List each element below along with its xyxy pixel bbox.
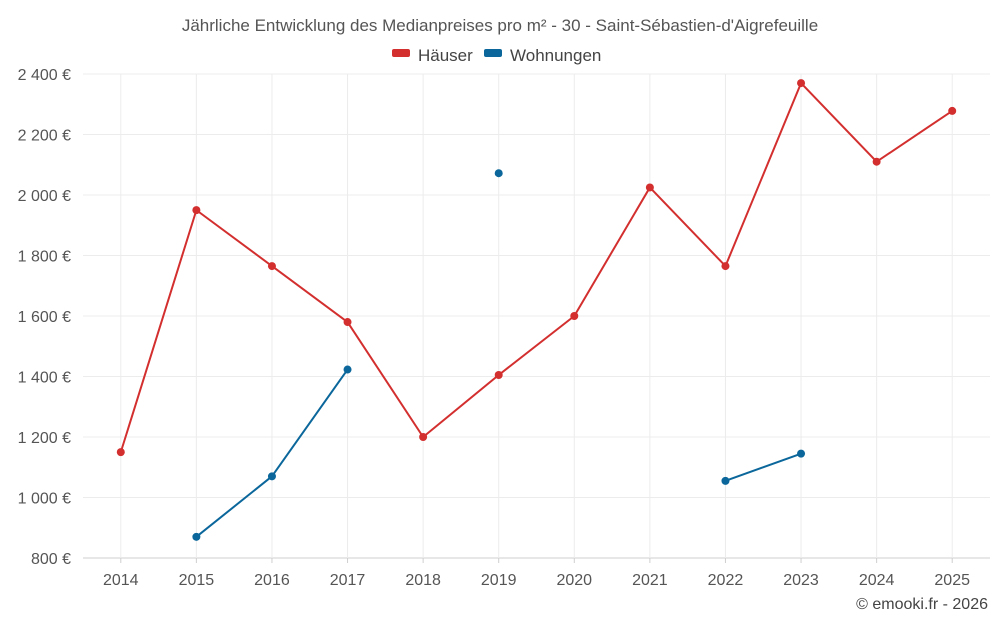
- series-line-haeuser: [119, 82, 953, 453]
- x-tick-label: 2024: [859, 572, 895, 589]
- x-tick-label: 2017: [330, 572, 366, 589]
- legend-item-wohnungen[interactable]: Wohnungen: [484, 46, 601, 65]
- series-line-wohnungen: [725, 452, 802, 482]
- legend-label-wohnungen: Wohnungen: [510, 46, 601, 65]
- y-tick-label: 2 200 €: [18, 128, 71, 145]
- legend-item-haeuser[interactable]: Häuser: [392, 46, 473, 65]
- data-point-haeuser[interactable]: [570, 312, 579, 320]
- x-tick-label: 2018: [405, 572, 441, 589]
- data-point-haeuser[interactable]: [343, 318, 352, 327]
- y-tick-label: 2 000 €: [18, 188, 71, 205]
- data-point-haeuser[interactable]: [797, 79, 806, 88]
- x-axis: 2014 2015 2016 2017 2018 2019 2020 2021 2022 2023…: [103, 558, 970, 589]
- data-point-haeuser[interactable]: [645, 183, 654, 192]
- y-axis: 800 € 1 000 € 1 200 € 1 400 € 1 600 € 1 800 €…: [18, 67, 71, 568]
- data-point-wohnungen[interactable]: [797, 449, 806, 458]
- y-tick-label: 1 600 €: [18, 309, 71, 326]
- data-point-haeuser[interactable]: [872, 157, 881, 166]
- y-tick-label: 800 €: [31, 551, 71, 568]
- credit-text: © emooki.fr - 2026: [856, 596, 988, 613]
- data-point-haeuser[interactable]: [192, 206, 201, 215]
- x-tick-label: 2022: [708, 572, 744, 589]
- x-tick-label: 2016: [254, 572, 290, 589]
- data-point-haeuser[interactable]: [494, 370, 503, 379]
- x-tick-label: 2023: [783, 572, 819, 589]
- legend-label-haeuser: Häuser: [418, 46, 473, 65]
- data-point-wohnungen[interactable]: [192, 532, 201, 541]
- chart-title: Jährliche Entwicklung des Medianpreises …: [182, 16, 818, 35]
- data-point-haeuser[interactable]: [721, 262, 730, 271]
- grid: [83, 73, 990, 559]
- x-tick-label: 2014: [103, 572, 139, 589]
- x-tick-label: 2021: [632, 572, 668, 589]
- data-point-wohnungen[interactable]: [721, 476, 730, 485]
- x-tick-label: 2025: [934, 572, 970, 589]
- data-point-haeuser[interactable]: [419, 433, 428, 441]
- data-point-haeuser[interactable]: [948, 106, 957, 115]
- x-tick-label: 2015: [179, 572, 215, 589]
- legend-swatch-haeuser: [392, 49, 410, 57]
- data-point-wohnungen[interactable]: [343, 365, 352, 374]
- y-tick-label: 1 000 €: [18, 491, 71, 508]
- data-point-haeuser[interactable]: [267, 262, 276, 271]
- x-tick-label: 2020: [556, 572, 592, 589]
- y-tick-label: 1 200 €: [18, 430, 71, 447]
- legend-swatch-wohnungen: [484, 49, 502, 57]
- legend: Häuser Wohnungen: [392, 46, 601, 65]
- series-lines: [119, 82, 953, 538]
- data-point-wohnungen[interactable]: [267, 472, 276, 481]
- series-points: [116, 79, 957, 541]
- y-tick-label: 2 400 €: [18, 67, 71, 84]
- y-tick-label: 1 400 €: [18, 370, 71, 387]
- x-tick-label: 2019: [481, 572, 517, 589]
- data-point-haeuser[interactable]: [116, 448, 125, 457]
- data-point-wohnungen[interactable]: [494, 169, 503, 178]
- y-tick-label: 1 800 €: [18, 249, 71, 266]
